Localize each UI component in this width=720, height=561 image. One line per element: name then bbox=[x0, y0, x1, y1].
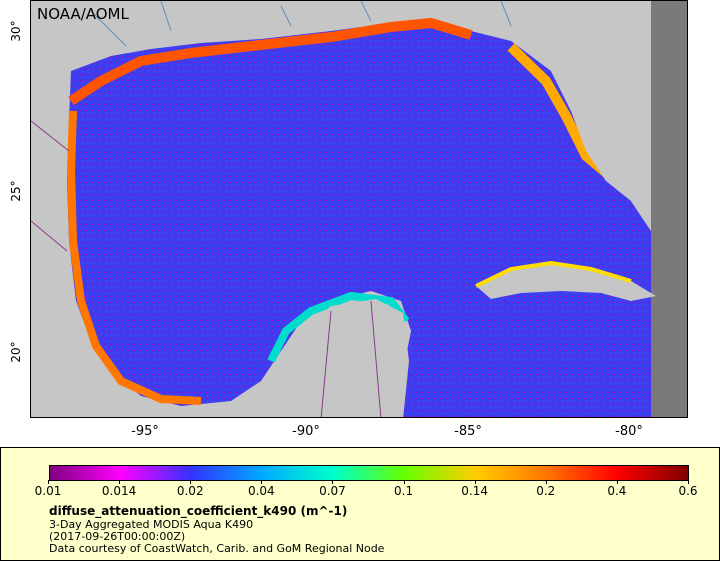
colorbar-tick-mark bbox=[261, 480, 263, 484]
colorbar-tick-label: 0.04 bbox=[247, 484, 275, 498]
cuba-coast bbox=[475, 260, 632, 288]
cuba-land bbox=[476, 263, 656, 301]
colorbar-tick-mark bbox=[332, 480, 334, 484]
lat-label: 25° bbox=[9, 180, 23, 202]
colorbar-tick-label: 0.4 bbox=[607, 484, 627, 498]
lon-label: -95° bbox=[131, 424, 159, 439]
colorbar-tick-label: 0.07 bbox=[319, 484, 346, 498]
colorbar-tick-label: 0.02 bbox=[176, 484, 204, 498]
colorbar-tick-label: 0.1 bbox=[394, 484, 414, 498]
coastal-band-west bbox=[66, 110, 202, 405]
gulf-water bbox=[67, 19, 651, 417]
border bbox=[31, 120, 382, 417]
lat-label: 30° bbox=[9, 20, 23, 42]
colorbar-tick-label: 0.14 bbox=[461, 484, 489, 498]
no-data-area bbox=[651, 1, 687, 417]
map-panel: NOAA/AOML bbox=[30, 0, 688, 418]
lon-label: -90° bbox=[292, 424, 320, 439]
colorbar-tick-mark bbox=[545, 480, 547, 484]
colorbar bbox=[49, 465, 689, 481]
colorbar-tick-mark bbox=[616, 480, 618, 484]
dataset-name: 3-Day Aggregated MODIS Aqua K490 bbox=[49, 518, 254, 531]
colorbar-tick-label: 0.01 bbox=[34, 484, 62, 498]
coastal-band-north bbox=[68, 17, 473, 106]
colorbar-tick-mark bbox=[48, 480, 49, 484]
lon-label: -85° bbox=[454, 424, 482, 439]
legend-panel: diffuse_attenuation_coefficient_k490 (m^… bbox=[0, 447, 720, 561]
colorbar-tick-mark bbox=[688, 480, 689, 484]
colorbar-tick-mark bbox=[190, 480, 192, 484]
coastal-band-yucatan bbox=[267, 291, 410, 363]
florida-land bbox=[551, 56, 651, 231]
variable-title: diffuse_attenuation_coefficient_k490 (m^… bbox=[49, 504, 348, 518]
colorbar-tick-label: 0.2 bbox=[536, 484, 556, 498]
colorbar-tick-mark bbox=[403, 480, 405, 484]
lon-label: -80° bbox=[615, 424, 643, 439]
gulf-of-mexico-map bbox=[31, 1, 687, 417]
time-stamp: (2017-09-26T00:00:00Z) bbox=[49, 530, 186, 543]
river bbox=[90, 1, 512, 47]
colorbar-tick-mark bbox=[119, 480, 121, 484]
colorbar-tick-mark bbox=[474, 480, 476, 484]
data-credit: Data courtesy of CoastWatch, Carib. and … bbox=[49, 542, 385, 555]
colorbar-tick-label: 0.014 bbox=[101, 484, 137, 498]
org-label: NOAA/AOML bbox=[37, 5, 129, 23]
colorbar-tick-label: 0.6 bbox=[678, 484, 698, 498]
lat-label: 20° bbox=[9, 341, 23, 363]
